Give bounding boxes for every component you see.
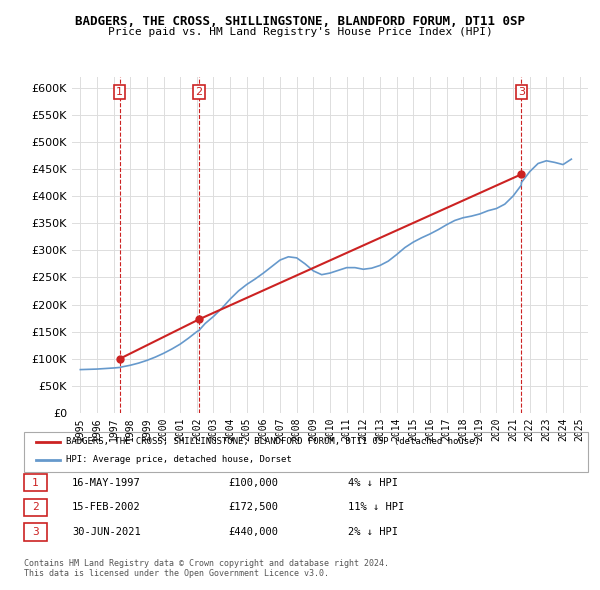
Text: 30-JUN-2021: 30-JUN-2021 — [72, 527, 141, 537]
Text: 1: 1 — [32, 478, 39, 487]
Text: BADGERS, THE CROSS, SHILLINGSTONE, BLANDFORD FORUM, DT11 0SP (detached house): BADGERS, THE CROSS, SHILLINGSTONE, BLAND… — [66, 437, 480, 447]
Text: 3: 3 — [32, 527, 39, 537]
Text: £440,000: £440,000 — [228, 527, 278, 537]
Text: 1: 1 — [116, 87, 123, 97]
Text: £172,500: £172,500 — [228, 503, 278, 512]
Text: 15-FEB-2002: 15-FEB-2002 — [72, 503, 141, 512]
Text: 2% ↓ HPI: 2% ↓ HPI — [348, 527, 398, 537]
Text: £100,000: £100,000 — [228, 478, 278, 487]
Text: 16-MAY-1997: 16-MAY-1997 — [72, 478, 141, 487]
Text: 4% ↓ HPI: 4% ↓ HPI — [348, 478, 398, 487]
Text: 11% ↓ HPI: 11% ↓ HPI — [348, 503, 404, 512]
Text: 2: 2 — [195, 87, 202, 97]
Text: 2: 2 — [32, 503, 39, 512]
Text: HPI: Average price, detached house, Dorset: HPI: Average price, detached house, Dors… — [66, 455, 292, 464]
Text: Contains HM Land Registry data © Crown copyright and database right 2024.
This d: Contains HM Land Registry data © Crown c… — [24, 559, 389, 578]
Text: BADGERS, THE CROSS, SHILLINGSTONE, BLANDFORD FORUM, DT11 0SP: BADGERS, THE CROSS, SHILLINGSTONE, BLAND… — [75, 15, 525, 28]
Text: 3: 3 — [518, 87, 525, 97]
Text: Price paid vs. HM Land Registry's House Price Index (HPI): Price paid vs. HM Land Registry's House … — [107, 27, 493, 37]
